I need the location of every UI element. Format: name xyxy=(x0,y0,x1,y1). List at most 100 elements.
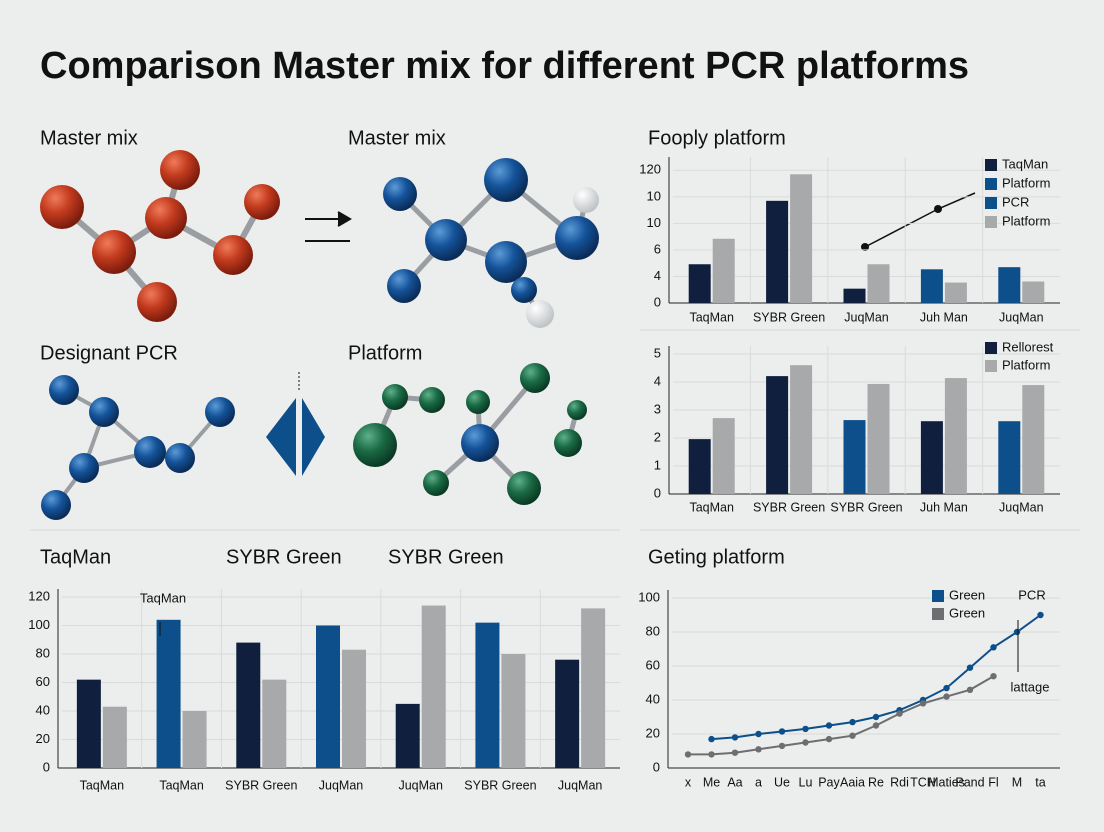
diamond-icon xyxy=(266,372,325,476)
point xyxy=(872,722,880,729)
x-tick-label: JuqMan xyxy=(558,778,603,792)
y-tick-label: 10 xyxy=(647,215,661,230)
annotation: PCR xyxy=(1018,587,1045,602)
legend-label: Platform xyxy=(1002,213,1050,228)
bar xyxy=(555,659,580,768)
point xyxy=(1037,611,1044,619)
y-tick-label: 80 xyxy=(646,623,660,638)
x-tick-label: x xyxy=(685,775,692,789)
x-tick-label: Juh Man xyxy=(920,310,968,324)
legend-label: PCR xyxy=(1002,194,1029,209)
point xyxy=(1013,628,1021,636)
y-tick-label: 20 xyxy=(36,731,50,746)
point xyxy=(755,746,762,753)
y-tick-label: 60 xyxy=(36,674,50,689)
x-tick-label: TCH xyxy=(910,775,936,789)
y-tick-label: 120 xyxy=(639,162,661,177)
bar xyxy=(920,421,943,494)
bar xyxy=(421,605,446,768)
molecule-red xyxy=(40,150,280,322)
bar xyxy=(182,711,207,768)
bar xyxy=(236,642,261,768)
legend-label: Platform xyxy=(1002,357,1050,372)
molecule-blue-small xyxy=(41,375,235,520)
legend-swatch xyxy=(985,216,997,228)
bar xyxy=(998,421,1021,494)
x-tick-label: Juh Man xyxy=(920,500,968,514)
point xyxy=(802,725,809,733)
x-tick-label: a xyxy=(755,775,762,789)
panel-label: Platform xyxy=(348,342,422,364)
panel-label: Designant PCR xyxy=(40,342,178,364)
x-tick-label: M xyxy=(1012,775,1022,789)
bar xyxy=(712,418,735,494)
annotation-dot xyxy=(934,205,942,213)
page-title: Comparison Master mix for different PCR … xyxy=(40,45,969,87)
bar xyxy=(76,679,101,768)
panel-label: Master mix xyxy=(40,127,138,149)
legend-swatch xyxy=(985,159,997,171)
bar xyxy=(102,706,127,768)
x-tick-label: SYBR Green xyxy=(225,778,297,792)
point xyxy=(919,700,927,707)
legend-swatch xyxy=(985,360,997,372)
y-tick-label: 6 xyxy=(654,241,661,256)
x-tick-label: ta xyxy=(1035,775,1045,789)
y-tick-label: 10 xyxy=(647,188,661,203)
bar xyxy=(790,365,813,494)
bar xyxy=(944,282,967,303)
x-tick-label: SYBR Green xyxy=(464,778,536,792)
bar xyxy=(342,649,366,768)
y-tick-label: 0 xyxy=(654,485,661,500)
legend-label: TaqMan xyxy=(1002,156,1048,171)
x-tick-label: JuqMan xyxy=(398,778,443,792)
legend-label: Green xyxy=(949,587,985,602)
x-tick-label: Maties xyxy=(928,775,965,789)
bar xyxy=(843,288,866,303)
x-tick-label: TaqMan xyxy=(80,778,125,792)
annotation-line xyxy=(864,192,976,248)
y-tick-label: 5 xyxy=(654,345,661,360)
bar xyxy=(581,608,606,768)
bar xyxy=(843,420,866,494)
annotation-dot xyxy=(861,243,869,251)
x-tick-label: SYBR Green xyxy=(753,310,825,324)
x-tick-label: JuqMan xyxy=(999,310,1044,324)
point xyxy=(943,693,950,700)
point xyxy=(684,751,692,758)
y-tick-label: 1 xyxy=(654,457,661,472)
bar xyxy=(790,174,813,303)
point xyxy=(990,673,997,680)
bar xyxy=(920,269,943,303)
legend-swatch xyxy=(932,608,944,620)
point xyxy=(802,739,809,746)
point xyxy=(872,713,880,721)
y-tick-label: 4 xyxy=(654,373,661,388)
bar xyxy=(944,378,967,494)
y-tick-label: 100 xyxy=(28,617,50,632)
x-tick-label: Aa xyxy=(727,775,742,789)
x-tick-label: JuqMan xyxy=(319,778,364,792)
legend-swatch xyxy=(985,342,997,354)
x-tick-label: TaqMan xyxy=(159,778,204,792)
bar xyxy=(998,267,1021,303)
bar xyxy=(688,439,711,494)
y-tick-label: 120 xyxy=(28,588,50,603)
bar xyxy=(501,654,526,768)
x-tick-label: JuqMan xyxy=(844,310,889,324)
x-tick-label: Me xyxy=(703,775,720,789)
x-tick-label: TaqMan xyxy=(689,310,734,324)
bar xyxy=(1022,385,1045,494)
y-tick-label: 60 xyxy=(646,657,660,672)
x-tick-label: Pand xyxy=(955,775,984,789)
point xyxy=(825,722,833,729)
y-tick-label: 0 xyxy=(654,294,661,309)
bar xyxy=(475,622,500,768)
point xyxy=(825,735,833,743)
bar xyxy=(262,679,287,768)
x-tick-label: SYBR Green xyxy=(830,500,902,514)
y-tick-label: 0 xyxy=(43,759,50,774)
point xyxy=(896,710,903,717)
chart-title: Fooply platform xyxy=(648,127,786,149)
